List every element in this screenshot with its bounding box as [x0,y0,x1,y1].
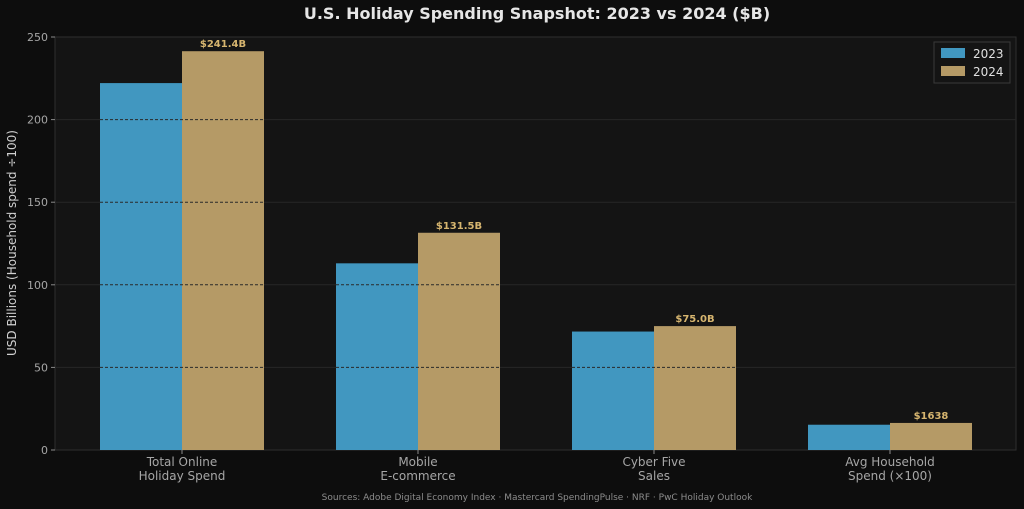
y-axis-label: USD Billions (Household spend ÷100) [5,130,19,356]
x-tick-label: E-commerce [380,469,455,483]
x-tick-label: Holiday Spend [139,469,226,483]
x-tick-label: Mobile [398,455,437,469]
data-label: $131.5B [436,221,482,232]
legend: 2023 2024 [933,41,1011,84]
x-tick-label: Spend (×100) [848,469,932,483]
bar-2023-3 [808,424,890,450]
data-label: $75.0B [675,314,714,325]
bar-2024-2 [654,326,736,450]
x-tick-label: Avg Household [845,455,935,469]
data-label: $241.4B [200,39,246,50]
y-tick-label: 200 [27,114,48,127]
y-tick-label: 50 [34,361,48,374]
chart-title: U.S. Holiday Spending Snapshot: 2023 vs … [304,4,770,23]
y-tick-label: 250 [27,31,48,44]
bar-2023-2 [572,331,654,450]
bar-2024-3 [890,422,972,450]
bar-2024-1 [418,232,500,450]
data-label: $1638 [914,411,949,422]
legend-label-2024: 2024 [973,65,1004,79]
source-note: Sources: Adobe Digital Economy Index · M… [322,493,753,503]
y-tick-label: 0 [41,444,48,457]
bar-2023-1 [336,263,418,450]
y-tick-label: 100 [27,279,48,292]
y-axis: 0 50 100 150 200 250 [27,31,55,457]
x-tick-label: Sales [638,469,670,483]
data-labels-group: $241.4B $131.5B $75.0B $1638 [200,39,949,422]
x-tick-label: Cyber Five [622,455,685,469]
legend-label-2023: 2023 [973,47,1004,61]
x-tick-label: Total Online [146,455,218,469]
bars-group [100,51,972,451]
legend-swatch-2024 [941,66,965,76]
y-tick-label: 150 [27,196,48,209]
bar-2024-0 [182,51,264,450]
legend-swatch-2023 [941,48,965,58]
bar-2023-0 [100,83,182,451]
